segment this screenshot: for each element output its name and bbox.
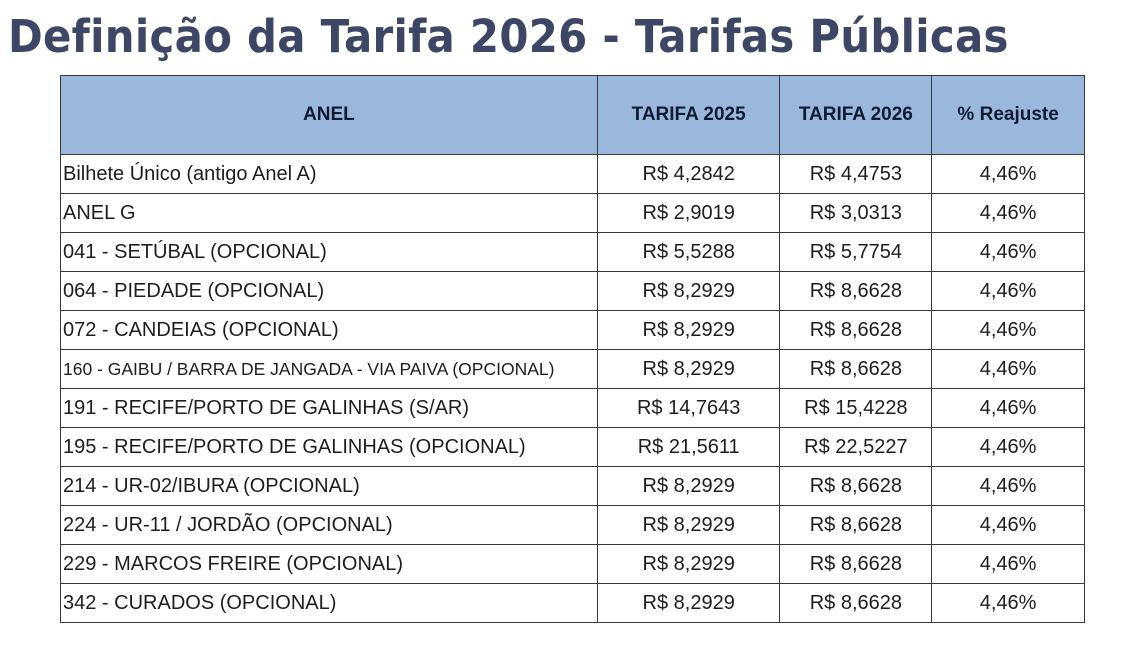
reajuste-cell: 4,46%	[931, 349, 1085, 389]
table-row: 191 - RECIFE/PORTO DE GALINHAS (S/AR) R$ …	[60, 388, 1085, 428]
tarifa-2026-cell: R$ 4,4753	[779, 154, 933, 194]
tarifa-2026-cell: R$ 8,6628	[779, 466, 933, 506]
tarifa-2025-cell: R$ 8,2929	[596, 544, 781, 584]
anel-cell: 191 - RECIFE/PORTO DE GALINHAS (S/AR)	[60, 388, 598, 428]
table-row: 224 - UR-11 / JORDÃO (OPCIONAL) R$ 8,2929…	[60, 505, 1085, 545]
anel-cell: 041 - SETÚBAL (OPCIONAL)	[60, 232, 598, 272]
anel-cell: 224 - UR-11 / JORDÃO (OPCIONAL)	[60, 505, 598, 545]
reajuste-cell: 4,46%	[931, 544, 1085, 584]
tarifa-2025-cell: R$ 14,7643	[596, 388, 781, 428]
reajuste-cell: 4,46%	[931, 388, 1085, 428]
tarifa-2025-cell: R$ 8,2929	[596, 349, 781, 389]
table-row: 041 - SETÚBAL (OPCIONAL) R$ 5,5288 R$ 5,77…	[60, 232, 1085, 272]
tarifa-2026-cell: R$ 8,6628	[779, 583, 933, 623]
table-row: 064 - PIEDADE (OPCIONAL) R$ 8,2929 R$ 8,66…	[60, 271, 1085, 311]
tarifa-2025-cell: R$ 4,2842	[596, 154, 781, 194]
tarifa-2025-cell: R$ 8,2929	[596, 310, 781, 350]
tarifa-2026-cell: R$ 15,4228	[779, 388, 933, 428]
anel-cell: 072 - CANDEIAS (OPCIONAL)	[60, 310, 598, 350]
anel-cell: 160 - GAIBU / BARRA DE JANGADA - VIA PAI…	[60, 349, 598, 389]
table-row: 214 - UR-02/IBURA (OPCIONAL) R$ 8,2929 R$ …	[60, 466, 1085, 506]
tarifa-2026-cell: R$ 3,0313	[779, 193, 933, 233]
tarifa-2025-cell: R$ 2,9019	[596, 193, 781, 233]
tarifa-2026-cell: R$ 8,6628	[779, 349, 933, 389]
tarifa-2025-cell: R$ 8,2929	[596, 505, 781, 545]
reajuste-cell: 4,46%	[931, 310, 1085, 350]
table-row: 229 - MARCOS FREIRE (OPCIONAL) R$ 8,2929 R…	[60, 544, 1085, 584]
anel-cell: 229 - MARCOS FREIRE (OPCIONAL)	[60, 544, 598, 584]
table-row: Bilhete Único (antigo Anel A) R$ 4,2842 R$…	[60, 154, 1085, 194]
tarifa-2025-cell: R$ 21,5611	[596, 427, 781, 467]
anel-cell: Bilhete Único (antigo Anel A)	[60, 154, 598, 194]
anel-cell: 214 - UR-02/IBURA (OPCIONAL)	[60, 466, 598, 506]
tarifa-2025-cell: R$ 8,2929	[596, 583, 781, 623]
anel-cell: 195 - RECIFE/PORTO DE GALINHAS (OPCIONAL…	[60, 427, 598, 467]
tarifa-2025-cell: R$ 5,5288	[596, 232, 781, 272]
tarifa-2026-cell: R$ 8,6628	[779, 544, 933, 584]
anel-cell: ANEL G	[60, 193, 598, 233]
table-header-row: ANEL TARIFA 2025 TARIFA 2026 % Reajuste	[60, 75, 1085, 155]
tariff-table: ANEL TARIFA 2025 TARIFA 2026 % Reajuste …	[60, 75, 1085, 623]
tarifa-2026-cell: R$ 8,6628	[779, 310, 933, 350]
anel-cell: 064 - PIEDADE (OPCIONAL)	[60, 271, 598, 311]
table-row: 072 - CANDEIAS (OPCIONAL) R$ 8,2929 R$ 8,6…	[60, 310, 1085, 350]
reajuste-cell: 4,46%	[931, 466, 1085, 506]
table-row: 195 - RECIFE/PORTO DE GALINHAS (OPCIONAL…	[60, 427, 1085, 467]
anel-cell: 342 - CURADOS (OPCIONAL)	[60, 583, 598, 623]
tarifa-2026-cell: R$ 8,6628	[779, 505, 933, 545]
reajuste-cell: 4,46%	[931, 427, 1085, 467]
tarifa-2025-cell: R$ 8,2929	[596, 466, 781, 506]
tarifa-2026-cell: R$ 5,7754	[779, 232, 933, 272]
tarifa-2026-cell: R$ 22,5227	[779, 427, 933, 467]
reajuste-cell: 4,46%	[931, 271, 1085, 311]
reajuste-cell: 4,46%	[931, 583, 1085, 623]
reajuste-cell: 4,46%	[931, 232, 1085, 272]
reajuste-cell: 4,46%	[931, 505, 1085, 545]
header-tarifa-2025: TARIFA 2025	[596, 75, 781, 155]
header-reajuste: % Reajuste	[931, 75, 1085, 155]
page-title: Definição da Tarifa 2026 - Tarifas Públi…	[8, 10, 1009, 63]
table-row: 342 - CURADOS (OPCIONAL) R$ 8,2929 R$ 8,66…	[60, 583, 1085, 623]
table-row: 160 - GAIBU / BARRA DE JANGADA - VIA PAI…	[60, 349, 1085, 389]
tarifa-2025-cell: R$ 8,2929	[596, 271, 781, 311]
table-row: ANEL G R$ 2,9019 R$ 3,0313 4,46%	[60, 193, 1085, 233]
reajuste-cell: 4,46%	[931, 193, 1085, 233]
header-anel: ANEL	[60, 75, 598, 155]
header-tarifa-2026: TARIFA 2026	[779, 75, 933, 155]
reajuste-cell: 4,46%	[931, 154, 1085, 194]
tarifa-2026-cell: R$ 8,6628	[779, 271, 933, 311]
